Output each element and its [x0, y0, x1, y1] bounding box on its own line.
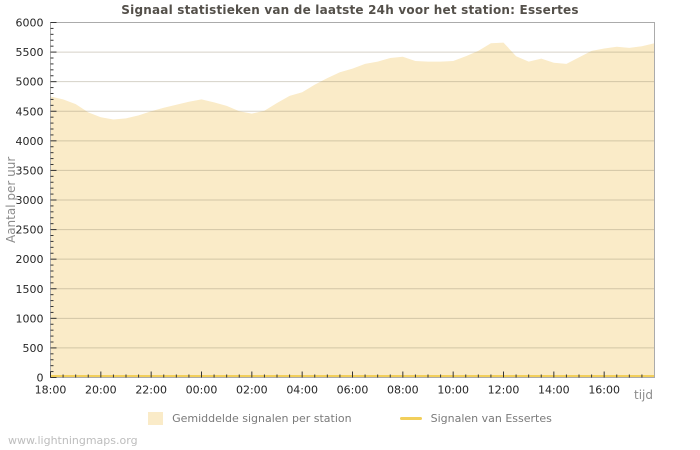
y-tick-label: 2000 — [16, 253, 44, 266]
watermark-url: www.lightningmaps.org — [8, 434, 138, 447]
x-tick-label: 22:00 — [135, 384, 167, 397]
chart-canvas: 0 500 1000 1500 2000 2500 3000 3500 4000 4500 5000… — [16, 17, 655, 397]
chart-title: Signaal statistieken van de laatste 24h … — [121, 3, 579, 17]
x-tick-label: 16:00 — [588, 384, 620, 397]
average-signals-area — [50, 42, 655, 378]
y-tick-label: 1500 — [16, 283, 44, 296]
y-tick-label: 500 — [23, 342, 44, 355]
x-axis-label: tijd — [634, 388, 653, 402]
legend-label-essertes: Signalen van Essertes — [430, 411, 552, 425]
x-tick-label: 08:00 — [387, 384, 419, 397]
y-tick-label: 2500 — [16, 224, 44, 237]
y-tick-label: 3000 — [16, 194, 44, 207]
x-tick-label: 14:00 — [538, 384, 570, 397]
y-tick-label: 1000 — [16, 312, 44, 325]
x-tick-label: 02:00 — [236, 384, 268, 397]
y-tick-label: 5500 — [16, 46, 44, 59]
y-tick-label: 4500 — [16, 105, 44, 118]
x-tick-label: 10:00 — [437, 384, 469, 397]
y-tick-label: 3500 — [16, 164, 44, 177]
x-tick-label: 20:00 — [85, 384, 117, 397]
y-tick-label: 4000 — [16, 135, 44, 148]
x-tick-label: 18:00 — [35, 384, 67, 397]
y-tick-label: 6000 — [16, 17, 44, 30]
line-series-swatch-icon — [399, 416, 422, 420]
legend-label-average: Gemiddelde signalen per station — [172, 411, 352, 425]
x-tick-label: 00:00 — [186, 384, 218, 397]
y-tick-label: 5000 — [16, 76, 44, 89]
x-tick-label: 12:00 — [488, 384, 520, 397]
x-tick-label: 06:00 — [337, 384, 369, 397]
y-tick-label: 0 — [37, 372, 44, 385]
x-tick-label: 04:00 — [286, 384, 318, 397]
legend: Gemiddelde signalen per station Signalen… — [0, 407, 700, 429]
area-series-swatch-icon — [148, 411, 164, 425]
